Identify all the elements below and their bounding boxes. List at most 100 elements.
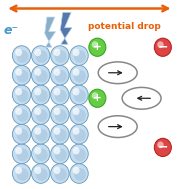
Text: potential drop: potential drop xyxy=(87,22,160,31)
Text: +: + xyxy=(93,42,102,52)
Circle shape xyxy=(32,46,50,65)
Circle shape xyxy=(36,148,48,161)
Circle shape xyxy=(92,41,98,48)
Circle shape xyxy=(16,168,28,181)
Circle shape xyxy=(34,88,41,95)
Circle shape xyxy=(70,144,88,164)
Circle shape xyxy=(73,147,80,154)
Circle shape xyxy=(74,109,86,122)
Circle shape xyxy=(157,141,164,148)
Circle shape xyxy=(16,148,28,161)
Text: −: − xyxy=(158,141,168,154)
Circle shape xyxy=(12,105,31,124)
Circle shape xyxy=(32,164,50,183)
Circle shape xyxy=(89,89,106,107)
Circle shape xyxy=(32,144,50,164)
Circle shape xyxy=(34,127,41,135)
Circle shape xyxy=(74,70,86,83)
Circle shape xyxy=(15,88,22,95)
Circle shape xyxy=(51,85,69,105)
Text: +: + xyxy=(93,93,102,103)
Circle shape xyxy=(73,88,80,95)
Circle shape xyxy=(73,167,80,174)
Circle shape xyxy=(16,109,28,122)
Circle shape xyxy=(53,147,60,154)
Circle shape xyxy=(55,129,67,142)
Circle shape xyxy=(53,108,60,115)
Circle shape xyxy=(12,144,31,164)
Circle shape xyxy=(53,127,60,135)
Circle shape xyxy=(16,129,28,142)
Circle shape xyxy=(32,124,50,144)
Circle shape xyxy=(12,46,31,65)
Circle shape xyxy=(53,88,60,95)
Circle shape xyxy=(36,168,48,181)
Circle shape xyxy=(15,127,22,135)
Circle shape xyxy=(32,65,50,85)
Circle shape xyxy=(16,50,28,63)
Circle shape xyxy=(70,105,88,124)
Circle shape xyxy=(16,89,28,102)
Circle shape xyxy=(51,105,69,124)
Circle shape xyxy=(157,41,164,48)
Circle shape xyxy=(73,68,80,76)
Circle shape xyxy=(32,105,50,124)
Circle shape xyxy=(55,168,67,181)
Circle shape xyxy=(73,127,80,135)
Circle shape xyxy=(70,65,88,85)
Circle shape xyxy=(92,92,98,99)
Circle shape xyxy=(55,109,67,122)
Circle shape xyxy=(70,164,88,183)
Circle shape xyxy=(12,85,31,105)
Circle shape xyxy=(51,144,69,164)
Circle shape xyxy=(34,167,41,174)
Circle shape xyxy=(53,167,60,174)
Circle shape xyxy=(73,108,80,115)
Text: e⁻: e⁻ xyxy=(4,24,19,37)
Circle shape xyxy=(51,124,69,144)
Circle shape xyxy=(70,124,88,144)
Circle shape xyxy=(70,46,88,65)
Circle shape xyxy=(36,89,48,102)
Circle shape xyxy=(51,46,69,65)
Text: −: − xyxy=(158,41,168,54)
Circle shape xyxy=(36,129,48,142)
Circle shape xyxy=(70,85,88,105)
Circle shape xyxy=(53,49,60,56)
Polygon shape xyxy=(44,17,56,47)
Circle shape xyxy=(51,164,69,183)
Circle shape xyxy=(34,68,41,76)
Circle shape xyxy=(154,138,171,156)
Circle shape xyxy=(74,89,86,102)
Circle shape xyxy=(36,109,48,122)
Circle shape xyxy=(32,85,50,105)
Circle shape xyxy=(74,50,86,63)
Circle shape xyxy=(74,129,86,142)
Polygon shape xyxy=(60,12,72,44)
Circle shape xyxy=(55,148,67,161)
Circle shape xyxy=(15,49,22,56)
Circle shape xyxy=(36,50,48,63)
Circle shape xyxy=(12,164,31,183)
Circle shape xyxy=(34,49,41,56)
Circle shape xyxy=(73,49,80,56)
Circle shape xyxy=(55,50,67,63)
Circle shape xyxy=(89,38,106,56)
Circle shape xyxy=(15,68,22,76)
Circle shape xyxy=(36,70,48,83)
Circle shape xyxy=(15,108,22,115)
Circle shape xyxy=(51,65,69,85)
Circle shape xyxy=(34,108,41,115)
Circle shape xyxy=(34,147,41,154)
Circle shape xyxy=(15,147,22,154)
Circle shape xyxy=(74,168,86,181)
Circle shape xyxy=(53,68,60,76)
Circle shape xyxy=(55,70,67,83)
Circle shape xyxy=(154,38,171,56)
Circle shape xyxy=(55,89,67,102)
Circle shape xyxy=(12,65,31,85)
Circle shape xyxy=(74,148,86,161)
Circle shape xyxy=(12,124,31,144)
Circle shape xyxy=(16,70,28,83)
Circle shape xyxy=(15,167,22,174)
